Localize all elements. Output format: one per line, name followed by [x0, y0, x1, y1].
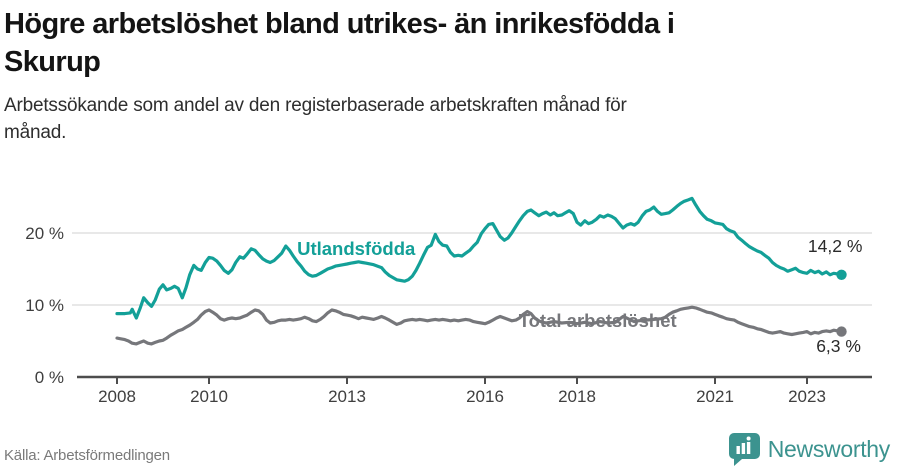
line-chart: 0 % 10 % 20 % 2008 2010 2013 2016 2018 2021 2023 U… [0, 166, 900, 423]
bar-2 [741, 443, 745, 454]
bar-3 [746, 442, 751, 454]
source-text: Källa: Arbetsförmedlingen [4, 447, 170, 464]
end-value-label-total-arbetsloshet: 6,3 % [816, 336, 861, 356]
brand-name: Newsworthy [767, 436, 891, 462]
x-tick-label: 2018 [558, 387, 596, 406]
line-utlandsfodda [115, 196, 844, 320]
page-title-line-2: Skurup [4, 46, 101, 78]
end-dot-utlandsfodda [836, 269, 847, 280]
page-title: Högre arbetslöshet bland utrikes- än inr… [4, 5, 892, 81]
x-tick-label: 2010 [190, 387, 228, 406]
series-label-utlandsfodda: Utlandsfödda [297, 238, 416, 259]
chart-subtitle-line-1: Arbetssökande som andel av den registerb… [4, 95, 627, 116]
x-tick-label: 2021 [696, 387, 734, 406]
end-dot-total-arbetsloshet [836, 326, 847, 337]
bar-chart-speech-bubble-icon [728, 433, 760, 466]
chart-subtitle: Arbetssökande som andel av den registerb… [4, 92, 840, 146]
x-tick-label: 2013 [328, 387, 366, 406]
x-tick-label: 2023 [788, 387, 826, 406]
bar-1 [736, 446, 740, 454]
page-title-line-1: Högre arbetslöshet bland utrikes- än inr… [4, 8, 675, 40]
exclamation-dot [746, 436, 751, 441]
chart-svg: 0 % 10 % 20 % 2008 2010 2013 2016 2018 2021 2023 U… [25, 196, 872, 406]
x-tick-label: 2008 [98, 387, 136, 406]
y-tick-label: 0 % [35, 368, 64, 387]
chart-subtitle-line-2: månad. [4, 122, 67, 143]
x-tick-label: 2016 [466, 387, 504, 406]
y-tick-label: 10 % [25, 296, 64, 315]
end-value-label-utlandsfodda: 14,2 % [808, 236, 862, 256]
line-total-arbetsloshet [115, 305, 844, 346]
series-label-total-arbetsloshet: Total arbetslöshet [519, 310, 677, 331]
newsworthy-logo: Newsworthy [728, 433, 891, 466]
y-tick-label: 20 % [25, 224, 64, 243]
